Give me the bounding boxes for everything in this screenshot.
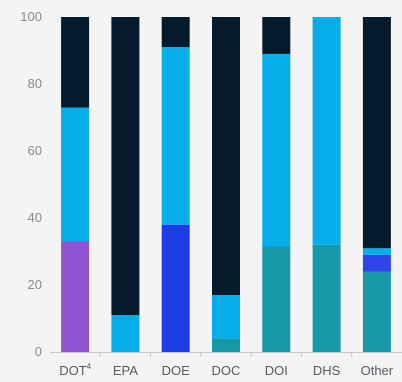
y-axis-ticks: 0 20 40 60 80 100 bbox=[20, 9, 42, 359]
bar-segment-doe-4 bbox=[161, 47, 190, 225]
x-tick-label: DHS bbox=[313, 363, 341, 378]
bar-segment-doe-5 bbox=[161, 17, 190, 48]
bar-segment-dot-5 bbox=[61, 17, 90, 108]
x-axis-ticks: DOT4 EPA DOE DOC DOI DHS Other bbox=[59, 352, 394, 378]
bar-segment-dhs-4 bbox=[312, 17, 341, 245]
bar-segment-dhs-2 bbox=[312, 244, 341, 352]
bars bbox=[61, 17, 391, 352]
bar-segment-doi-4 bbox=[262, 53, 291, 247]
bar-segment-other-4 bbox=[362, 248, 391, 255]
y-tick-label: 100 bbox=[20, 9, 42, 24]
bar-segment-epa-5 bbox=[111, 17, 140, 316]
bar-segment-doc-4 bbox=[212, 295, 240, 339]
bar-segment-other-2 bbox=[362, 271, 391, 352]
x-tick-label: DOE bbox=[162, 363, 191, 378]
y-tick-label: 40 bbox=[28, 210, 42, 225]
bar-segment-doc-5 bbox=[212, 17, 240, 296]
y-tick-label: 80 bbox=[28, 76, 42, 91]
bar-segment-doc-2 bbox=[212, 338, 240, 352]
x-tick-label: DOT4 bbox=[59, 362, 91, 378]
bar-segment-doi-5 bbox=[262, 17, 291, 54]
y-tick-label: 0 bbox=[35, 344, 42, 359]
bar-segment-epa-4 bbox=[111, 315, 140, 352]
x-tick-label: DOI bbox=[265, 363, 288, 378]
x-tick-label: Other bbox=[361, 363, 394, 378]
bar-segment-doi-2 bbox=[262, 246, 291, 352]
bar-segment-dot-4 bbox=[61, 107, 90, 242]
bar-segment-dot-0 bbox=[61, 241, 90, 352]
bar-segment-other-3 bbox=[362, 254, 391, 272]
bar-segment-doe-1 bbox=[161, 224, 190, 352]
x-tick-label: DOC bbox=[212, 363, 241, 378]
x-tick-label: EPA bbox=[113, 363, 138, 378]
y-tick-label: 20 bbox=[28, 277, 42, 292]
y-tick-label: 60 bbox=[28, 143, 42, 158]
bar-segment-other-5 bbox=[362, 17, 391, 249]
